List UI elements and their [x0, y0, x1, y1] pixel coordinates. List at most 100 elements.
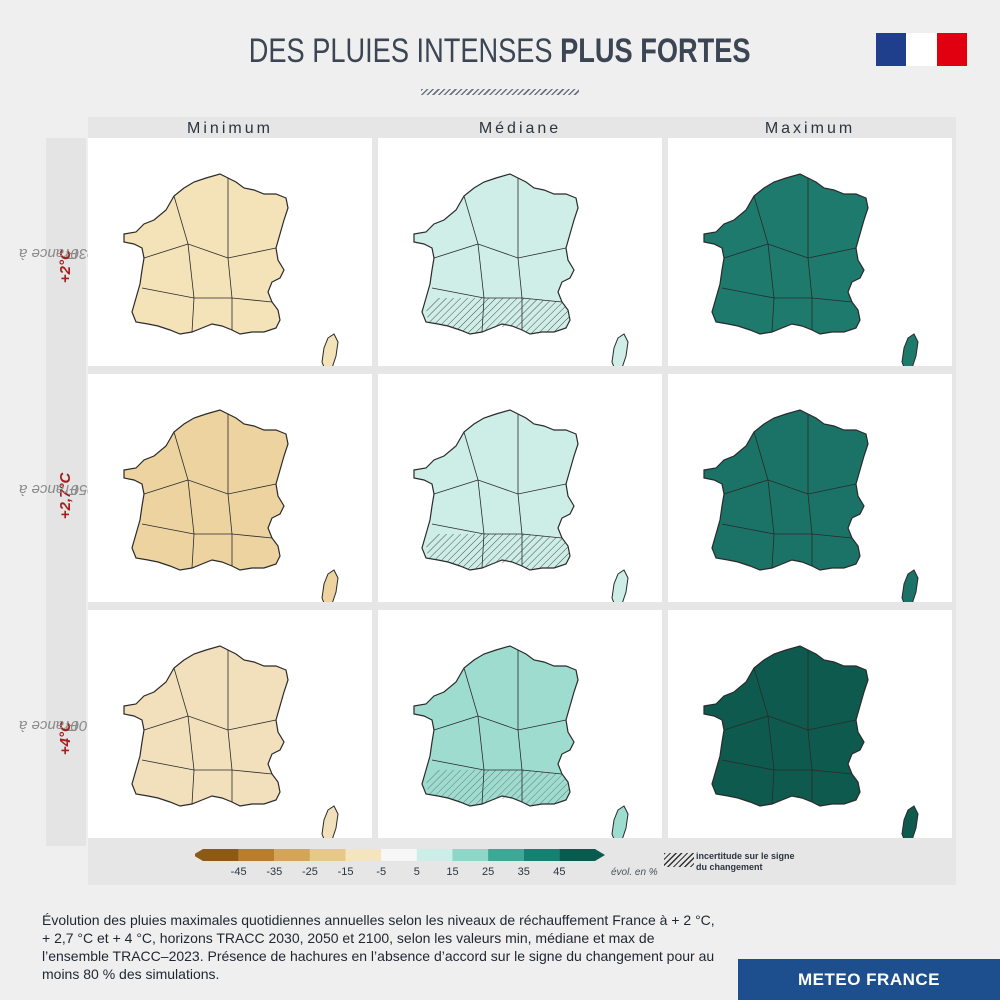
uncertainty-hatching [426, 770, 570, 806]
region-border [173, 431, 277, 495]
corsica-shape [901, 569, 919, 602]
legend-swatch [274, 849, 310, 861]
legend-hatch-label-line1: incertitude sur le signe [696, 851, 795, 861]
region-border [433, 479, 479, 495]
legend-hatch-label-line2: du changement [696, 862, 763, 872]
corsica-shape [901, 805, 919, 838]
legend-swatch [381, 849, 417, 861]
uncertainty-hatching [426, 298, 570, 334]
legend-tick: 25 [482, 866, 494, 878]
legend-tick: -45 [231, 866, 247, 878]
legend-swatch [238, 849, 275, 861]
page-title: DES PLUIES INTENSES PLUS FORTES [0, 32, 1000, 71]
column-header-minimum: Minimum [187, 120, 273, 137]
legend-unit: évol. en % [611, 867, 658, 878]
figure-caption: Évolution des pluies maximales quotidien… [42, 912, 715, 982]
title-bold: PLUS FORTES [560, 32, 751, 70]
region-border [463, 667, 567, 731]
meteo-france-logo: METEO FRANCE [738, 959, 1000, 1000]
flag-blue [876, 33, 907, 66]
france-shape [123, 645, 289, 807]
france-shape [703, 645, 869, 807]
title-light: DES PLUIES INTENSES [249, 32, 561, 70]
corsica-shape [321, 569, 339, 602]
region-border [173, 667, 277, 731]
legend-swatch [345, 849, 382, 861]
france-shape [413, 409, 579, 571]
flag-white [906, 33, 937, 66]
map-minimum-row-2 [88, 374, 372, 602]
legend-hatch-label: incertitude sur le signe du changement [696, 851, 795, 873]
region-border [721, 523, 853, 539]
france-shape [413, 173, 579, 335]
region-border [753, 667, 857, 731]
legend-tick: 5 [414, 866, 420, 878]
flag-red [936, 33, 967, 66]
region-border [463, 195, 567, 259]
row-label-2100: France à +4°C | 2100 [19, 716, 112, 755]
uncertainty-hatching [426, 534, 570, 570]
region-border [721, 287, 853, 303]
legend-tick: -15 [338, 866, 354, 878]
legend-hatch-sample [664, 853, 694, 867]
legend-tick: 15 [446, 866, 458, 878]
map-mediane-row-3 [378, 610, 662, 838]
legend-tick: 35 [518, 866, 530, 878]
legend-arrow-right [595, 849, 605, 861]
region-border [753, 431, 857, 495]
map-minimum-row-1 [88, 138, 372, 366]
region-border [721, 759, 853, 775]
region-border [173, 195, 277, 259]
legend-tick: -35 [266, 866, 282, 878]
color-legend: -45 -35 -25 -15 -5 5 15 25 35 45 évol. en % [193, 845, 665, 885]
map-minimum-row-3 [88, 610, 372, 838]
france-shape [123, 173, 289, 335]
column-header-mediane: Médiane [478, 120, 562, 137]
corsica-shape [901, 333, 919, 366]
row-label-strip [46, 138, 86, 846]
region-border [433, 715, 479, 731]
region-border [723, 243, 769, 259]
region-border [141, 523, 273, 539]
france-shape [413, 645, 579, 807]
map-mediane-row-1 [378, 138, 662, 366]
title-underline [421, 89, 579, 95]
column-header-maximum: Maximum [764, 120, 856, 137]
map-maximum-row-3 [668, 610, 952, 838]
legend-tick: -5 [376, 866, 386, 878]
region-border [723, 479, 769, 495]
corsica-shape [611, 569, 629, 602]
region-border [433, 243, 479, 259]
region-border [143, 479, 189, 495]
row-label-2030: France à +2°C | 2030 [19, 244, 112, 283]
region-border [143, 715, 189, 731]
legend-swatch [559, 849, 595, 861]
corsica-shape [321, 333, 339, 366]
france-shape [703, 173, 869, 335]
legend-swatch [452, 849, 489, 861]
france-shape [703, 409, 869, 571]
legend-swatch [523, 849, 560, 861]
france-shape [123, 409, 289, 571]
legend-tick: -25 [302, 866, 318, 878]
republique-francaise-logo [876, 33, 967, 66]
corsica-shape [611, 333, 629, 366]
map-mediane-row-2 [378, 374, 662, 602]
corsica-shape [611, 805, 629, 838]
legend-tick: 45 [553, 866, 565, 878]
region-border [143, 243, 189, 259]
legend-swatch [203, 849, 239, 861]
legend-swatch [416, 849, 453, 861]
region-border [753, 195, 857, 259]
legend-arrow-left [193, 849, 203, 861]
map-maximum-row-1 [668, 138, 952, 366]
row-label-2050: France à +2,7°C | 2050 [19, 472, 112, 519]
map-maximum-row-2 [668, 374, 952, 602]
region-border [141, 759, 273, 775]
legend-swatch [309, 849, 346, 861]
region-border [463, 431, 567, 495]
corsica-shape [321, 805, 339, 838]
region-border [723, 715, 769, 731]
region-border [141, 287, 273, 303]
legend-swatch [488, 849, 524, 861]
